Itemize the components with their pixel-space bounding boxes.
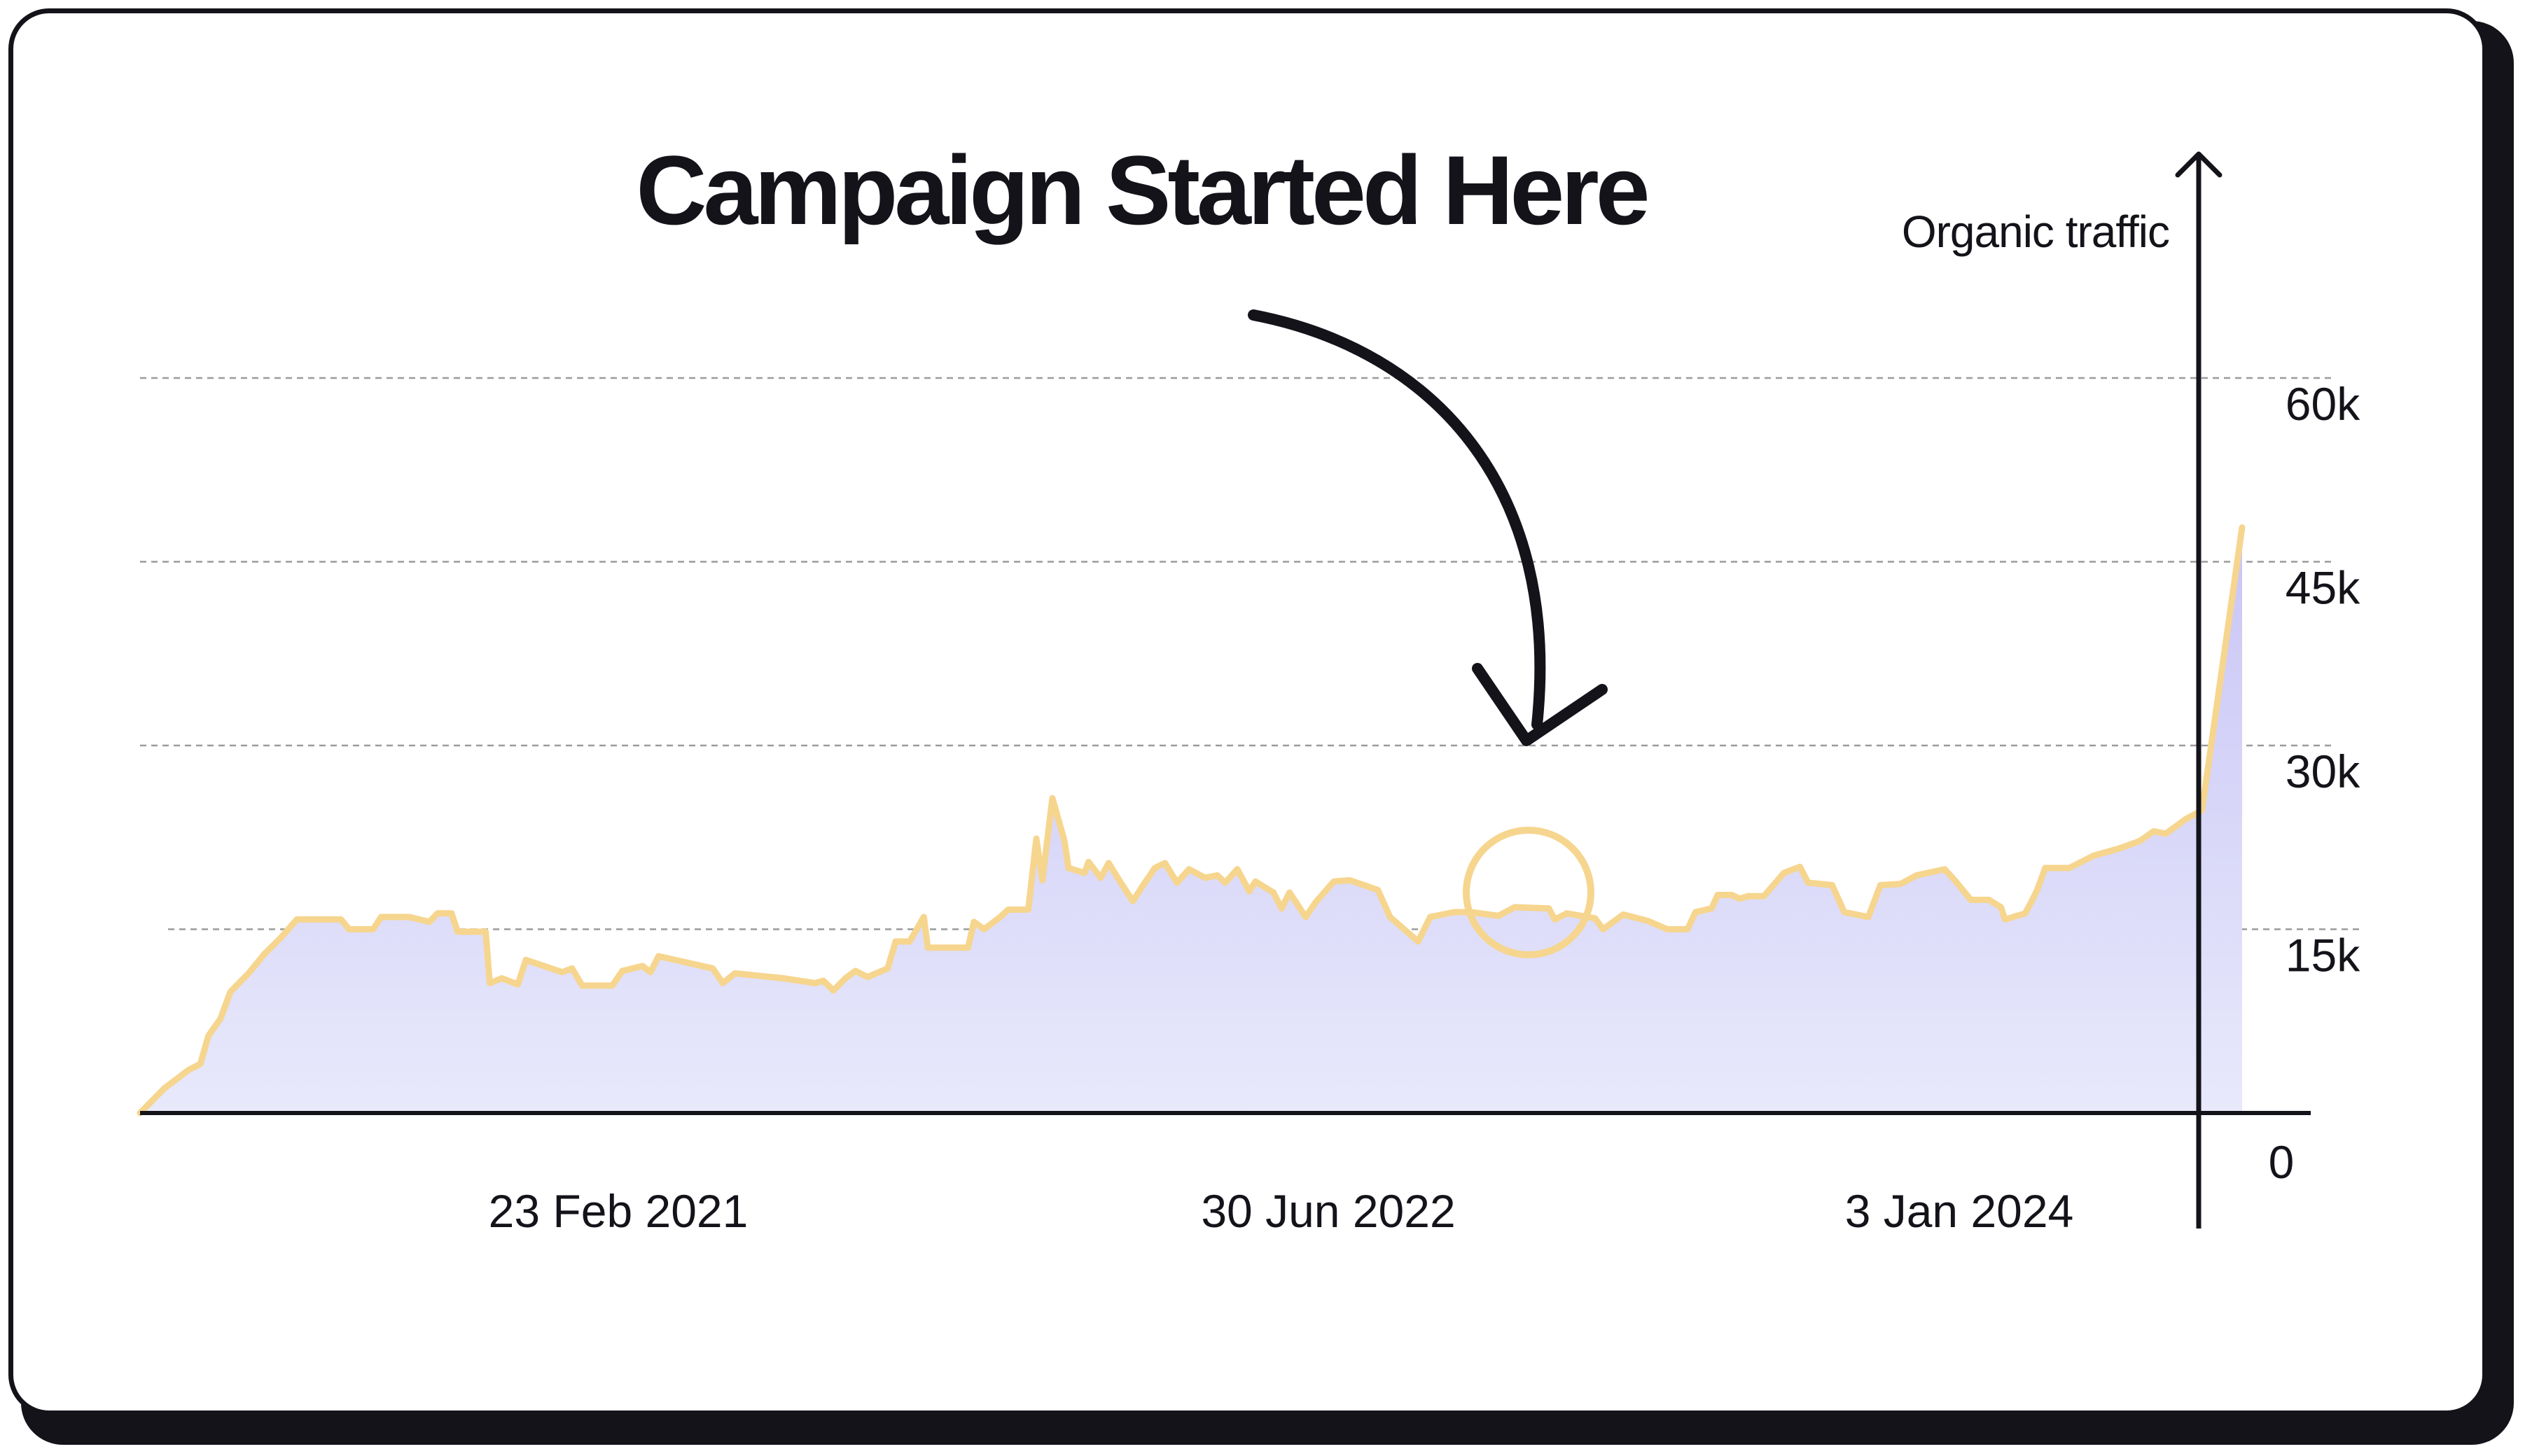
x-tick-label: 30 Jun 2022 [1201, 1185, 1455, 1237]
x-tick-label: 23 Feb 2021 [489, 1185, 749, 1237]
annotation-arrowhead [1472, 663, 1608, 746]
y-tick-label: 60k [2286, 378, 2360, 430]
x-tick-label: 3 Jan 2024 [1845, 1185, 2074, 1237]
chart-card [8, 8, 2487, 1415]
y-tick-label: 45k [2286, 562, 2360, 614]
annotation-arrow [1248, 309, 1546, 730]
y-tick-label: 15k [2286, 930, 2360, 981]
x-tick-labels: 23 Feb 2021 30 Jun 2022 3 Jan 2024 [489, 1185, 2074, 1237]
traffic-line [137, 524, 2246, 1116]
y-tick-label: 30k [2286, 746, 2360, 797]
chart-title: Campaign Started Here [636, 135, 1647, 245]
y-tick-label: 0 [2269, 1136, 2295, 1188]
traffic-area [140, 527, 2242, 1113]
y-axis-arrowhead [2175, 151, 2223, 178]
y-tick-labels: 0 15k 30k 45k 60k [2269, 378, 2361, 1188]
y-axis-label: Organic traffic [1902, 206, 2169, 257]
gridlines [140, 377, 2360, 930]
campaign-start-marker [1463, 827, 1594, 958]
